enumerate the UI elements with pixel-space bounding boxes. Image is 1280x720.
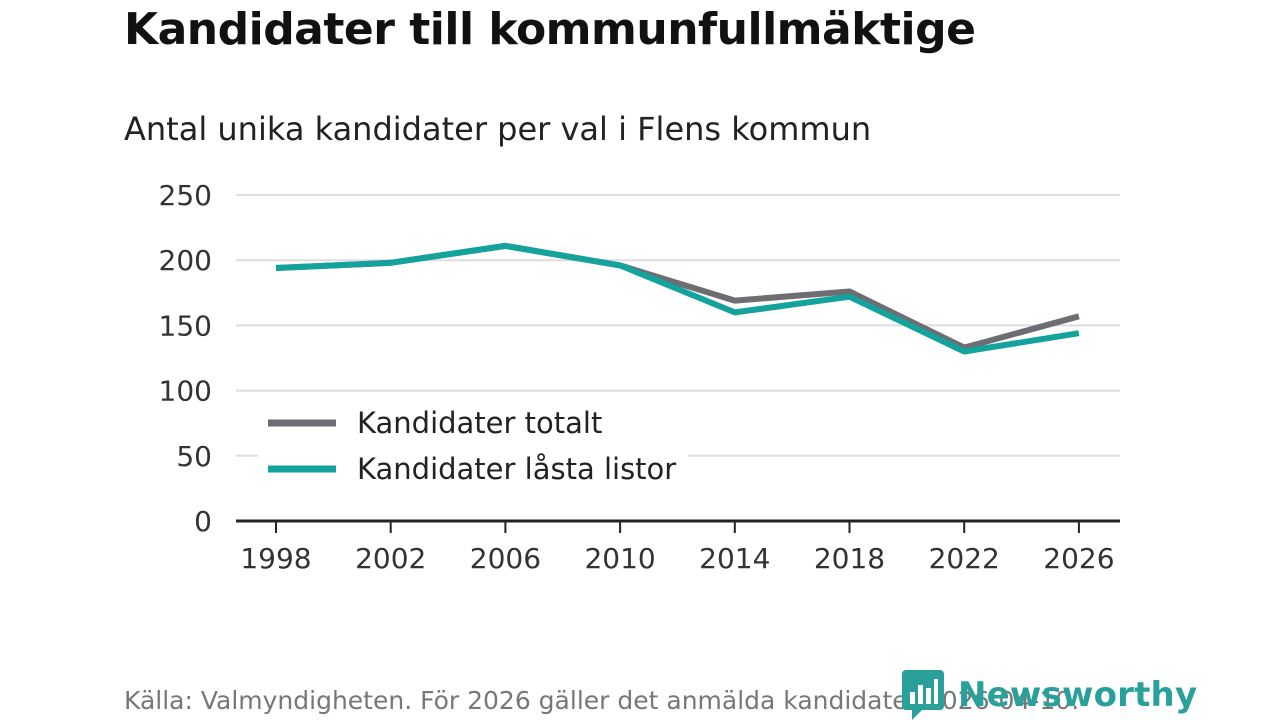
x-tick-label: 2022 bbox=[929, 542, 1000, 575]
y-tick-label: 0 bbox=[194, 505, 212, 538]
legend-background bbox=[258, 398, 688, 494]
y-tick-label: 100 bbox=[159, 375, 212, 408]
x-tick-label: 2014 bbox=[699, 542, 770, 575]
chart-subtitle: Antal unika kandidater per val i Flens k… bbox=[124, 110, 872, 148]
legend-item-total: Kandidater totalt bbox=[357, 406, 602, 440]
brand-name: Newsworthy bbox=[958, 675, 1198, 715]
x-tick-label: 1998 bbox=[240, 542, 311, 575]
x-tick-label: 2018 bbox=[814, 542, 885, 575]
bar-chart-speech-bubble-icon bbox=[902, 670, 944, 720]
legend-item-locked: Kandidater låsta listor bbox=[357, 452, 676, 486]
y-tick-label: 200 bbox=[159, 244, 212, 277]
x-tick-label: 2006 bbox=[470, 542, 541, 575]
x-tick-label: 2002 bbox=[355, 542, 426, 575]
brand-logo: Newsworthy bbox=[902, 670, 1197, 720]
y-tick-label: 250 bbox=[159, 179, 212, 212]
chart-title: Kandidater till kommunfullmäktige bbox=[124, 4, 976, 55]
y-tick-label: 150 bbox=[159, 309, 212, 342]
y-tick-label: 50 bbox=[176, 440, 212, 473]
series-line-locked bbox=[275, 242, 1080, 355]
x-tick-label: 2010 bbox=[584, 542, 655, 575]
x-tick-label: 2026 bbox=[1043, 542, 1114, 575]
